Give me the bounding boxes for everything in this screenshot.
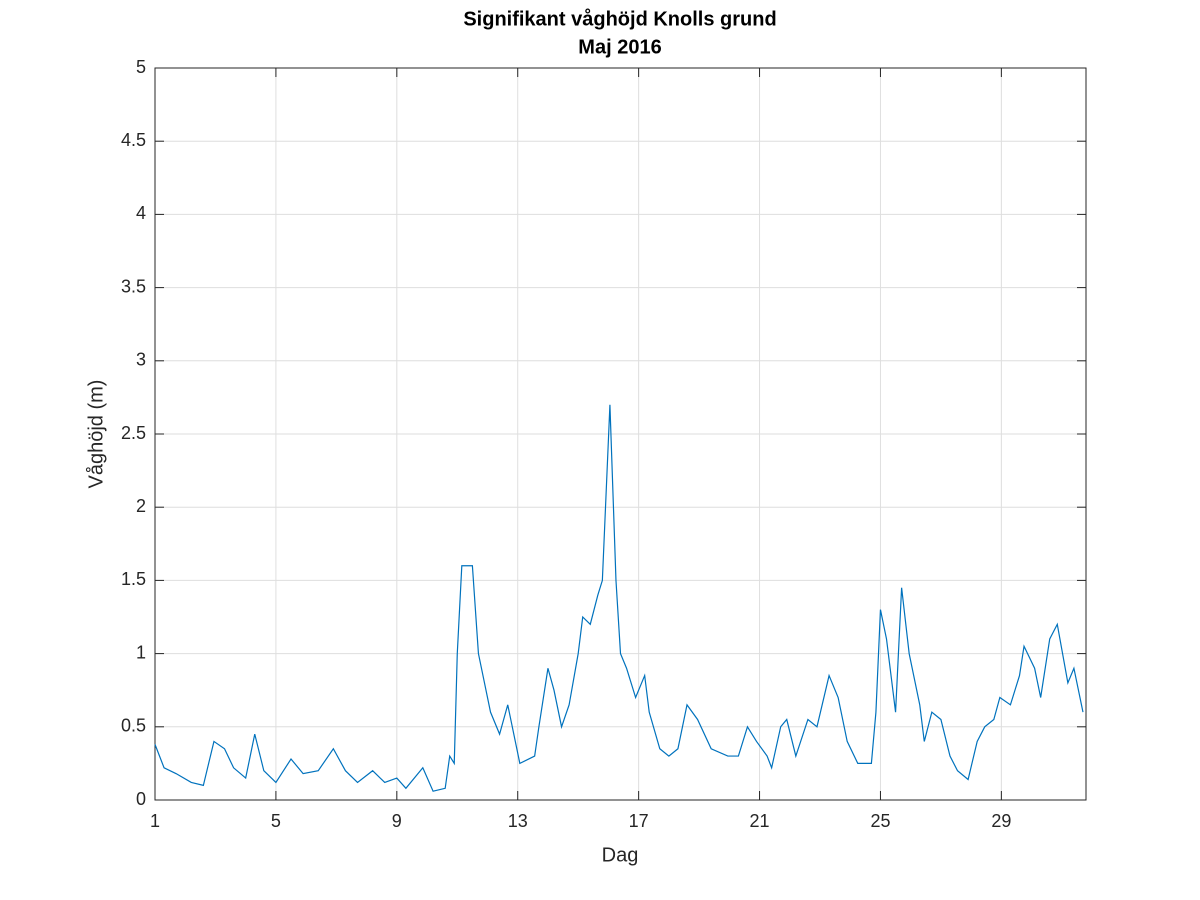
y-tick-label: 4 xyxy=(136,203,146,223)
y-tick-label: 0.5 xyxy=(121,716,146,736)
data-line xyxy=(154,404,1084,792)
x-tick-label: 9 xyxy=(392,811,402,831)
y-axis-label: Våghöjd (m) xyxy=(85,380,107,489)
y-tick-label: 5 xyxy=(136,57,146,77)
x-tick-label: 17 xyxy=(629,811,649,831)
x-tick-label: 5 xyxy=(271,811,281,831)
x-axis-label: Dag xyxy=(602,844,639,866)
chart-title: Signifikant våghöjd Knolls grund xyxy=(463,7,776,30)
y-tick-label: 3.5 xyxy=(121,276,146,296)
y-tick-label: 1 xyxy=(136,642,146,662)
x-tick-label: 29 xyxy=(991,811,1011,831)
x-tick-label: 13 xyxy=(508,811,528,831)
y-tick-label: 2.5 xyxy=(121,423,146,443)
x-tick-label: 1 xyxy=(150,811,160,831)
y-tick-label: 4.5 xyxy=(121,130,146,150)
y-tick-label: 3 xyxy=(136,350,146,370)
chart-subtitle: Maj 2016 xyxy=(578,36,661,58)
y-tick-label: 1.5 xyxy=(121,569,146,589)
x-tick-label: 25 xyxy=(870,811,890,831)
plot-frame xyxy=(154,67,1087,801)
y-tick-label: 2 xyxy=(136,496,146,516)
y-tick-label: 0 xyxy=(136,789,146,809)
x-tick-label: 21 xyxy=(750,811,770,831)
